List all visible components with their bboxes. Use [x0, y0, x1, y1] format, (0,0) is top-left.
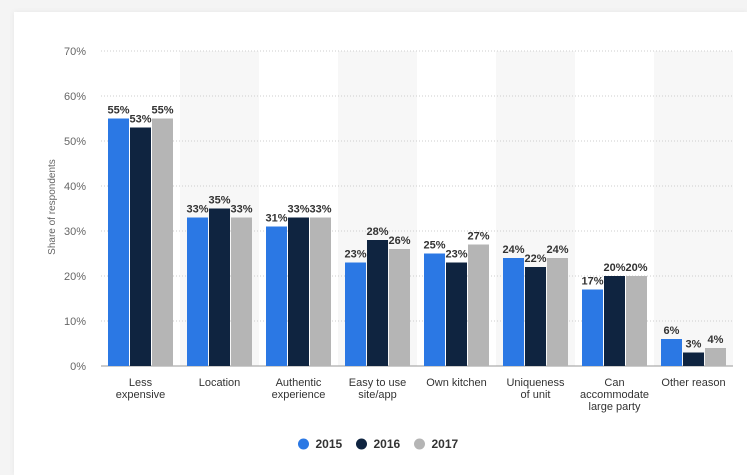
- y-tick-label: 50%: [64, 136, 86, 148]
- bar-2015[interactable]: [345, 262, 366, 367]
- data-label: 4%: [708, 334, 724, 346]
- data-label: 24%: [546, 244, 568, 256]
- legend-item-2017[interactable]: 2017: [414, 437, 459, 451]
- legend-label: 2015: [316, 437, 343, 451]
- bar-2016[interactable]: [367, 240, 388, 366]
- y-tick-label: 0%: [70, 361, 86, 373]
- legend-item-2015[interactable]: 2015: [298, 437, 343, 451]
- category-label: Uniqueness of unit: [506, 377, 565, 401]
- legend-label: 2016: [374, 437, 401, 451]
- bar-2015[interactable]: [503, 258, 524, 366]
- category-band: [654, 51, 733, 366]
- bar-2015[interactable]: [266, 226, 287, 367]
- data-label: 23%: [445, 249, 467, 261]
- data-label: 22%: [524, 253, 546, 265]
- data-label: 33%: [287, 204, 309, 216]
- category-label: Can accommodate large party: [580, 377, 649, 413]
- data-label: 28%: [366, 226, 388, 238]
- y-tick-label: 20%: [64, 271, 86, 283]
- bar-2015[interactable]: [108, 118, 129, 367]
- y-tick-label: 70%: [64, 46, 86, 58]
- y-tick-label: 60%: [64, 91, 86, 103]
- bar-2015[interactable]: [187, 217, 208, 367]
- bar-2016[interactable]: [525, 267, 546, 366]
- data-label: 53%: [129, 114, 151, 126]
- bar-2015[interactable]: [661, 339, 682, 366]
- category-label: Less expensive: [116, 377, 166, 401]
- data-label: 20%: [603, 262, 625, 274]
- category-label: Own kitchen: [426, 377, 487, 389]
- data-label: 31%: [265, 213, 287, 225]
- bar-2017[interactable]: [705, 348, 726, 366]
- legend-item-2016[interactable]: 2016: [356, 437, 401, 451]
- bar-2016[interactable]: [604, 276, 625, 366]
- data-label: 33%: [186, 204, 208, 216]
- bar-2017[interactable]: [547, 258, 568, 366]
- category-label: Easy to use site/app: [349, 377, 406, 401]
- legend-marker: [356, 438, 367, 450]
- y-tick-label: 40%: [64, 181, 86, 193]
- bar-2017[interactable]: [468, 244, 489, 367]
- data-label: 20%: [625, 262, 647, 274]
- data-label: 17%: [581, 276, 603, 288]
- data-label: 27%: [467, 231, 489, 243]
- bar-2017[interactable]: [152, 118, 173, 367]
- data-label: 24%: [502, 244, 524, 256]
- bar-2016[interactable]: [683, 352, 704, 367]
- bar-2015[interactable]: [582, 289, 603, 367]
- category-label: Authentic experience: [272, 377, 326, 401]
- bar-2017[interactable]: [389, 249, 410, 366]
- data-label: 55%: [151, 105, 173, 117]
- data-label: 55%: [107, 105, 129, 117]
- data-label: 23%: [344, 249, 366, 261]
- chart-card: 0% 10% 20% 30% 40% 50% 60% 70% 55% 53% 55% 33% 35% 3…: [14, 12, 747, 475]
- data-label: 6%: [664, 325, 680, 337]
- data-label: 26%: [388, 235, 410, 247]
- data-label: 3%: [686, 339, 702, 351]
- bar-2016[interactable]: [209, 208, 230, 367]
- legend-label: 2017: [432, 437, 459, 451]
- bar-2016[interactable]: [446, 262, 467, 367]
- y-tick-label: 10%: [64, 316, 86, 328]
- bar-2016[interactable]: [130, 127, 151, 367]
- bar-2017[interactable]: [310, 217, 331, 367]
- bar-2015[interactable]: [424, 253, 445, 367]
- bar-2016[interactable]: [288, 217, 309, 367]
- legend-marker: [414, 438, 425, 450]
- bar-2017[interactable]: [231, 217, 252, 367]
- y-axis-title: Share of respondents: [47, 159, 58, 255]
- data-label: 33%: [230, 204, 252, 216]
- bar-2017[interactable]: [626, 276, 647, 366]
- category-label: Location: [199, 377, 241, 389]
- y-tick-label: 30%: [64, 226, 86, 238]
- bar-chart: 0%10%20%30%40%50%60%70% 55%53%55%33%35%3…: [47, 46, 733, 451]
- data-label: 25%: [423, 240, 445, 252]
- legend-marker: [298, 438, 309, 450]
- data-label: 35%: [208, 195, 230, 207]
- category-label: Other reason: [661, 377, 725, 389]
- data-label: 33%: [309, 204, 331, 216]
